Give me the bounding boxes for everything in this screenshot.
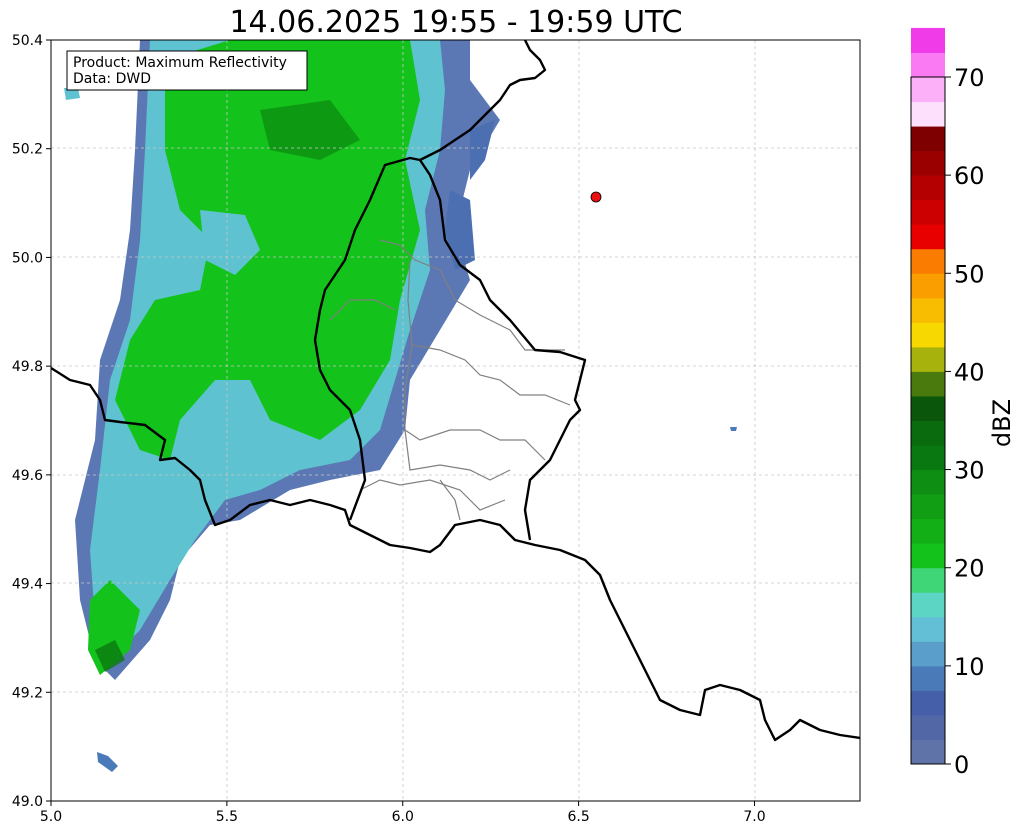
y-tick-label: 50.2 — [12, 142, 43, 158]
colorbar-segment — [911, 248, 945, 274]
map-frame — [50, 39, 861, 802]
colorbar-segment — [911, 469, 945, 495]
colorbar-tick-label: 40 — [954, 358, 985, 386]
y-tick-label: 50.0 — [12, 250, 43, 266]
colorbar-segment — [911, 199, 945, 225]
colorbar-segment — [911, 224, 945, 250]
reflectivity-light-pocket — [200, 210, 260, 275]
reflectivity-south-cell — [97, 752, 118, 772]
info-product-text: Product: Maximum Reflectivity — [73, 55, 287, 71]
colorbar-segment — [911, 739, 945, 765]
y-tick-label: 49.8 — [12, 359, 43, 375]
regional-borders — [329, 239, 571, 521]
map-area: Product: Maximum Reflectivity Data: DWD — [50, 39, 861, 802]
colorbar-tick-label: 0 — [954, 751, 969, 779]
x-tick-label: 7.0 — [743, 809, 765, 825]
colorbar: 0 10 20 30 40 50 60 70 — [910, 27, 985, 779]
colorbar-segment — [911, 273, 945, 299]
x-tick-label: 6.0 — [392, 809, 414, 825]
colorbar-segment — [911, 395, 945, 421]
colorbar-segment — [911, 126, 945, 152]
reflectivity-dark-core-2 — [95, 640, 125, 672]
location-marker — [590, 191, 602, 203]
colorbar-segment — [911, 665, 945, 691]
chart-title: 14.06.2025 19:55 - 19:59 UTC — [229, 5, 682, 40]
reflectivity-tiny-cell — [730, 427, 737, 431]
reflectivity-dark-core — [260, 100, 360, 160]
x-tick-label: 5.5 — [216, 809, 238, 825]
x-axis-ticks: 5.0 5.5 6.0 6.5 7.0 — [40, 801, 766, 825]
reflectivity-east-cells — [445, 120, 495, 270]
colorbar-segment — [911, 445, 945, 471]
x-tick-label: 6.5 — [567, 809, 589, 825]
colorbar-segment — [911, 714, 945, 740]
colorbar-segment — [911, 52, 945, 78]
y-axis-ticks: 49.0 49.2 49.4 49.6 49.8 50.0 50.2 50.4 — [12, 33, 51, 810]
colorbar-segment — [911, 101, 945, 127]
colorbar-segment — [911, 616, 945, 642]
colorbar-label: dBZ — [988, 399, 1016, 447]
y-tick-label: 49.4 — [12, 577, 43, 593]
colorbar-segment — [911, 27, 945, 53]
colorbar-segment — [911, 322, 945, 348]
reflectivity-small-cell — [64, 88, 80, 100]
reflectivity-layer — [64, 40, 737, 772]
colorbar-tick-label: 10 — [954, 653, 985, 681]
colorbar-tick-label: 70 — [954, 64, 985, 92]
colorbar-segment — [911, 518, 945, 544]
y-tick-label: 50.4 — [12, 33, 43, 49]
y-tick-label: 49.6 — [12, 468, 43, 484]
colorbar-segment — [911, 371, 945, 397]
colorbar-segment — [911, 641, 945, 667]
info-data-text: Data: DWD — [73, 71, 151, 87]
colorbar-segment — [911, 150, 945, 176]
colorbar-segment — [911, 592, 945, 618]
colorbar-segment — [911, 77, 945, 103]
colorbar-segment — [911, 567, 945, 593]
national-borders — [51, 40, 860, 742]
colorbar-segment — [911, 175, 945, 201]
y-tick-label: 49.2 — [12, 685, 43, 701]
colorbar-frame — [910, 76, 946, 765]
colorbar-segment — [911, 690, 945, 716]
colorbar-segment — [911, 420, 945, 446]
y-tick-label: 49.0 — [12, 794, 43, 810]
colorbar-tick-label: 50 — [954, 260, 985, 288]
colorbar-segment — [911, 297, 945, 323]
colorbar-tick-label: 30 — [954, 457, 985, 485]
colorbar-segment — [911, 494, 945, 520]
x-tick-label: 5.0 — [40, 809, 62, 825]
colorbar-segment — [911, 543, 945, 569]
colorbar-tick-label: 60 — [954, 162, 985, 190]
info-box: Product: Maximum Reflectivity Data: DWD — [66, 50, 308, 91]
colorbar-tick-label: 20 — [954, 555, 985, 583]
colorbar-segment — [911, 346, 945, 372]
